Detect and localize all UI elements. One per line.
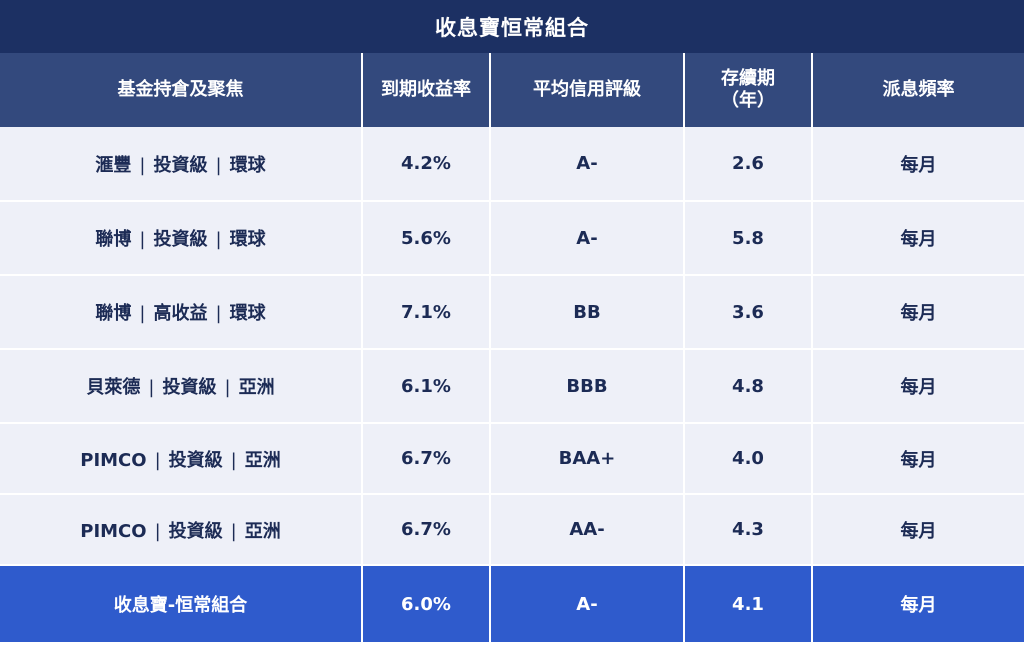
total-frequency-cell: 每月 bbox=[812, 565, 1024, 642]
separator: | bbox=[215, 303, 222, 324]
fund-name-cell: 聯博 | 高收益 | 環球 bbox=[0, 275, 363, 350]
separator: | bbox=[154, 449, 161, 471]
ytm-cell: 4.2% bbox=[362, 127, 491, 202]
frequency-cell: 每月 bbox=[812, 423, 1024, 495]
header-ytm: 到期收益率 bbox=[362, 53, 491, 127]
fund-name-part: 投資級 bbox=[168, 520, 223, 542]
rating-cell: A- bbox=[490, 127, 685, 202]
rating-cell: AA- bbox=[490, 494, 685, 566]
rating-cell: BBB bbox=[490, 349, 685, 424]
header-rating: 平均信用評級 bbox=[490, 53, 685, 127]
table-row: PIMCO | 投資級 | 亞洲 6.7% BAA+ 4.0 每月 bbox=[0, 423, 1024, 495]
table-row: 貝萊德 | 投資級 | 亞洲 6.1% BBB 4.8 每月 bbox=[0, 349, 1024, 424]
fund-name-part: PIMCO bbox=[80, 520, 147, 542]
separator: | bbox=[230, 520, 237, 542]
separator: | bbox=[215, 154, 222, 176]
fund-name-part: 環球 bbox=[229, 154, 266, 176]
fund-name-part: 投資級 bbox=[162, 377, 217, 398]
portfolio-table: 基金持倉及聚焦 到期收益率 平均信用評級 存續期 （年） 派息頻率 滙豐 | 投資級… bbox=[0, 53, 1024, 642]
total-ytm-cell: 6.0% bbox=[362, 565, 491, 642]
frequency-cell: 每月 bbox=[812, 127, 1024, 202]
table-row: 聯博 | 高收益 | 環球 7.1% BB 3.6 每月 bbox=[0, 275, 1024, 350]
fund-name-part: 投資級 bbox=[153, 154, 208, 176]
fund-name-part: 環球 bbox=[229, 303, 266, 324]
duration-cell: 4.3 bbox=[684, 494, 813, 566]
total-rating-cell: A- bbox=[490, 565, 685, 642]
fund-name-cell: PIMCO | 投資級 | 亞洲 bbox=[0, 423, 363, 495]
duration-cell: 4.8 bbox=[684, 349, 813, 424]
separator: | bbox=[154, 520, 161, 542]
fund-name-cell: 滙豐 | 投資級 | 環球 bbox=[0, 127, 363, 202]
ytm-cell: 5.6% bbox=[362, 201, 491, 276]
frequency-cell: 每月 bbox=[812, 494, 1024, 566]
table-row: PIMCO | 投資級 | 亞洲 6.7% AA- 4.3 每月 bbox=[0, 494, 1024, 566]
fund-name-part: PIMCO bbox=[80, 449, 147, 471]
fund-name-part: 貝萊德 bbox=[86, 377, 141, 398]
fund-name-part: 投資級 bbox=[153, 229, 208, 250]
rating-cell: A- bbox=[490, 201, 685, 276]
total-fund-cell: 收息寶-恒常組合 bbox=[0, 565, 363, 642]
duration-cell: 3.6 bbox=[684, 275, 813, 350]
rating-cell: BAA+ bbox=[490, 423, 685, 495]
ytm-cell: 7.1% bbox=[362, 275, 491, 350]
header-fund: 基金持倉及聚焦 bbox=[0, 53, 363, 127]
ytm-cell: 6.7% bbox=[362, 494, 491, 566]
header-duration: 存續期 （年） bbox=[684, 53, 813, 127]
fund-name-cell: PIMCO | 投資級 | 亞洲 bbox=[0, 494, 363, 566]
separator: | bbox=[215, 229, 222, 250]
separator: | bbox=[230, 449, 237, 471]
header-row: 基金持倉及聚焦 到期收益率 平均信用評級 存續期 （年） 派息頻率 bbox=[0, 53, 1024, 127]
rating-cell: BB bbox=[490, 275, 685, 350]
frequency-cell: 每月 bbox=[812, 275, 1024, 350]
separator: | bbox=[139, 229, 146, 250]
duration-cell: 4.0 bbox=[684, 423, 813, 495]
ytm-cell: 6.7% bbox=[362, 423, 491, 495]
total-duration-cell: 4.1 bbox=[684, 565, 813, 642]
table-row: 聯博 | 投資級 | 環球 5.6% A- 5.8 每月 bbox=[0, 201, 1024, 276]
fund-name-part: 環球 bbox=[229, 229, 266, 250]
fund-name-part: 投資級 bbox=[168, 449, 223, 471]
ytm-cell: 6.1% bbox=[362, 349, 491, 424]
duration-cell: 2.6 bbox=[684, 127, 813, 202]
fund-name-part: 亞洲 bbox=[244, 449, 281, 471]
separator: | bbox=[139, 154, 146, 176]
separator: | bbox=[148, 377, 155, 398]
total-row: 收息寶-恒常組合 6.0% A- 4.1 每月 bbox=[0, 565, 1024, 642]
table-title: 收息寶恒常組合 bbox=[0, 0, 1024, 53]
fund-name-cell: 貝萊德 | 投資級 | 亞洲 bbox=[0, 349, 363, 424]
fund-name-part: 亞洲 bbox=[238, 377, 275, 398]
frequency-cell: 每月 bbox=[812, 349, 1024, 424]
separator: | bbox=[224, 377, 231, 398]
fund-name-part: 高收益 bbox=[153, 303, 208, 324]
fund-name-cell: 聯博 | 投資級 | 環球 bbox=[0, 201, 363, 276]
fund-name-part: 聯博 bbox=[95, 303, 132, 324]
frequency-cell: 每月 bbox=[812, 201, 1024, 276]
header-frequency: 派息頻率 bbox=[812, 53, 1024, 127]
fund-name-part: 亞洲 bbox=[244, 520, 281, 542]
fund-name-part: 聯博 bbox=[95, 229, 132, 250]
table-row: 滙豐 | 投資級 | 環球 4.2% A- 2.6 每月 bbox=[0, 127, 1024, 202]
duration-cell: 5.8 bbox=[684, 201, 813, 276]
fund-name-part: 滙豐 bbox=[95, 154, 132, 176]
separator: | bbox=[139, 303, 146, 324]
